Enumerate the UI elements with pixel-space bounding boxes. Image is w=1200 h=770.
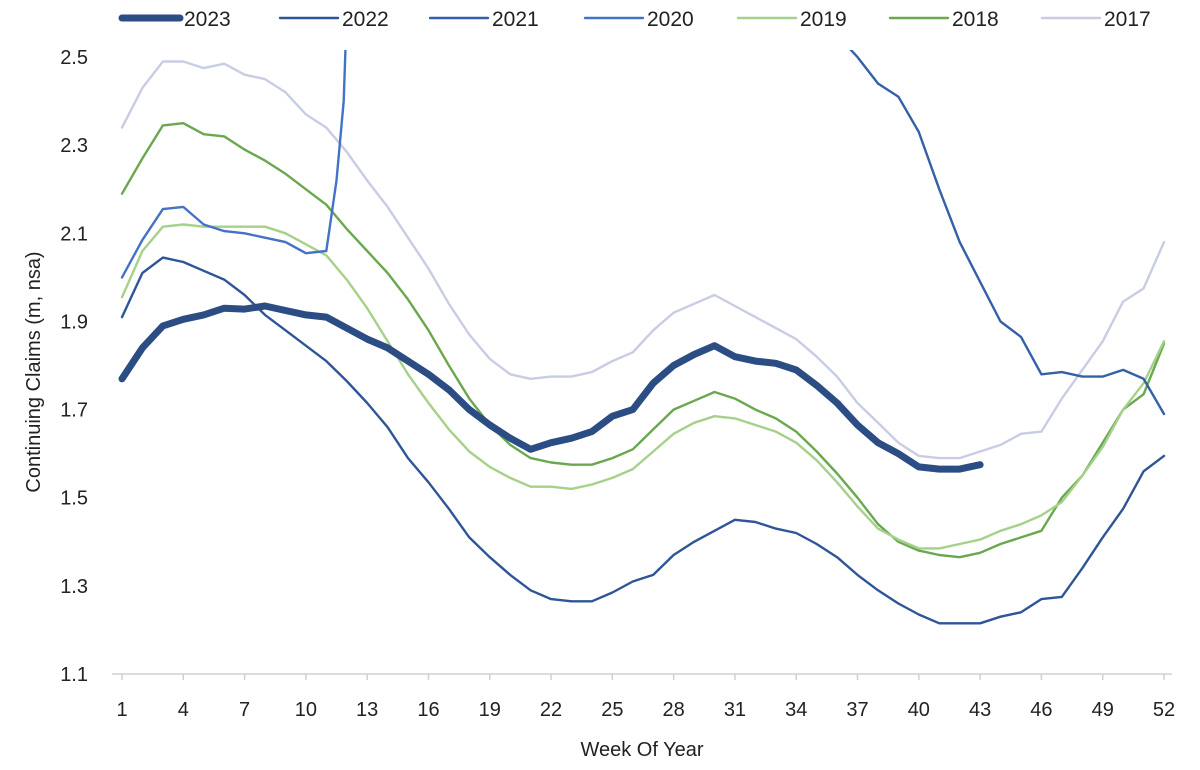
series-line-2020: [120, 50, 347, 279]
y-tick-label: 2.5: [60, 47, 88, 69]
series-line-2019: [120, 223, 1166, 550]
y-tick-label: 1.9: [60, 311, 88, 333]
x-tick-label: 40: [908, 699, 930, 721]
y-axis-ticks: 1.1 1.3 1.5 1.7 1.9 2.1 2.3 2.5: [60, 47, 88, 686]
series-line-2017: [120, 60, 1166, 460]
legend-label-2017: 2017: [1104, 8, 1151, 31]
legend-label-2019: 2019: [800, 8, 847, 31]
legend-label-2018: 2018: [952, 8, 999, 31]
x-tick-label: 28: [663, 699, 685, 721]
x-tick-label: 1: [116, 699, 127, 721]
x-axis-ticks: 1 4 7 10 13 16 19 22 25 28 31 34 37 40 43 46 49 52: [116, 674, 1175, 721]
series-line-2022: [120, 256, 1166, 625]
y-tick-label: 1.5: [60, 488, 88, 510]
legend: 2023 2022 2021 2020 2019 2018 2017: [118, 8, 1151, 31]
x-tick-label: 34: [785, 699, 807, 721]
x-tick-label: 46: [1030, 699, 1052, 721]
x-tick-label: 43: [969, 699, 991, 721]
legend-label-2020: 2020: [647, 8, 694, 31]
legend-label-2023: 2023: [184, 8, 231, 31]
x-tick-label: 10: [295, 699, 317, 721]
y-axis-title: Continuing Claims (m, nsa): [23, 251, 45, 492]
series-lines: [118, 50, 1166, 625]
x-axis-title: Week Of Year: [580, 739, 703, 761]
x-tick-label: 31: [724, 699, 746, 721]
x-tick-label: 52: [1153, 699, 1175, 721]
x-tick-label: 37: [846, 699, 868, 721]
x-tick-label: 25: [601, 699, 623, 721]
x-tick-label: 4: [178, 699, 189, 721]
y-tick-label: 1.7: [60, 400, 88, 422]
series-line-2018: [120, 121, 1166, 559]
x-tick-label: 16: [417, 699, 439, 721]
x-tick-label: 7: [239, 699, 250, 721]
series-line-2023: [118, 302, 984, 473]
x-tick-label: 13: [356, 699, 378, 721]
series-line-2021: [849, 50, 1166, 416]
x-tick-label: 22: [540, 699, 562, 721]
y-tick-label: 2.1: [60, 223, 88, 245]
x-tick-label: 19: [479, 699, 501, 721]
legend-label-2022: 2022: [342, 8, 389, 31]
legend-label-2021: 2021: [492, 8, 539, 31]
y-tick-label: 1.3: [60, 576, 88, 598]
y-tick-label: 2.3: [60, 135, 88, 157]
x-tick-label: 49: [1092, 699, 1114, 721]
y-tick-label: 1.1: [60, 664, 88, 686]
